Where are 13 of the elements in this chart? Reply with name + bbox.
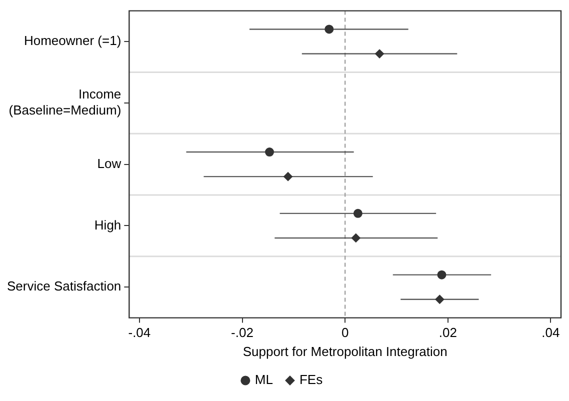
legend-label: ML [254, 372, 273, 388]
x-tick-label: -.04 [128, 325, 151, 340]
x-axis-title: Support for Metropolitan Integration [242, 344, 448, 359]
y-tick-label: High [94, 217, 122, 232]
legend-label: FEs [299, 372, 324, 388]
x-tick-label: -.02 [231, 325, 254, 340]
y-tick-label: Income (Baseline=Medium) [8, 86, 122, 118]
x-tick-label: .02 [438, 325, 457, 340]
y-tick-label: Homeowner (=1) [24, 33, 122, 48]
y-tick-label: Service Satisfaction [6, 278, 122, 294]
x-tick-label: .04 [542, 325, 560, 340]
x-tick-label: 0 [341, 325, 349, 340]
y-tick-label: Low [97, 156, 122, 171]
